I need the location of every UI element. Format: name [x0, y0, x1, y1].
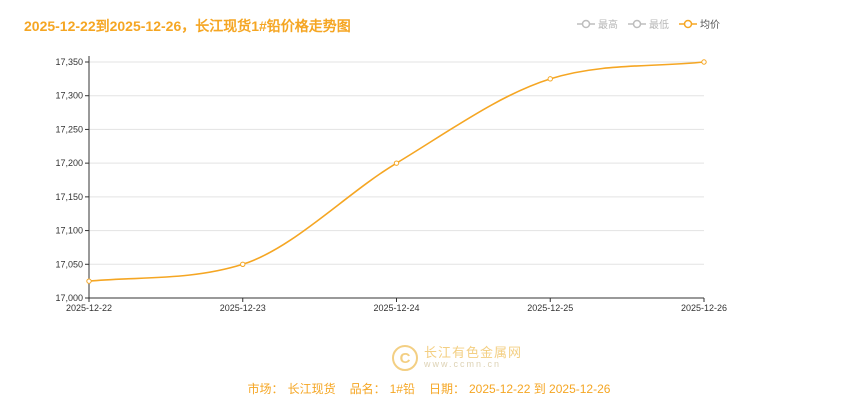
- x-tick-label: 2025-12-24: [373, 303, 419, 313]
- y-tick-label: 17,150: [55, 192, 83, 202]
- data-point: [547, 76, 553, 82]
- legend-marker-icon: [577, 19, 595, 28]
- data-point: [86, 278, 92, 284]
- series-line: [88, 61, 705, 282]
- watermark-name: 长江有色金属网: [424, 344, 523, 360]
- data-point: [701, 59, 707, 65]
- data-point: [240, 261, 246, 267]
- watermark: C 长江有色金属网 www.ccmn.cn: [392, 345, 522, 371]
- data-point: [393, 160, 400, 166]
- y-tick-label: 17,350: [55, 57, 83, 67]
- y-tick-label: 17,200: [55, 158, 83, 168]
- watermark-url: www.ccmn.cn: [424, 359, 502, 370]
- chart-footer: 市场： 长江现货 品名： 1#铅 日期： 2025-12-22 到 2025-12-2…: [0, 380, 858, 397]
- footer-product: 1#铅: [389, 382, 415, 396]
- chart-legend: 最高 最低 均价: [567, 16, 720, 31]
- y-tick-label: 17,050: [55, 259, 83, 269]
- legend-label: 最低: [649, 20, 669, 31]
- x-tick-label: 2025-12-25: [527, 303, 573, 313]
- watermark-logo-icon: C: [392, 345, 418, 371]
- footer-date-range: 2025-12-22 到 2025-12-26: [469, 382, 611, 396]
- legend-marker-icon: [679, 19, 697, 28]
- x-tick-label: 2025-12-26: [681, 303, 727, 313]
- footer-date-label: 日期：: [428, 382, 465, 396]
- y-tick-label: 17,250: [55, 124, 83, 134]
- legend-marker-icon: [628, 19, 646, 28]
- footer-product-label: 品名：: [349, 382, 386, 396]
- footer-market: 长江现货: [287, 382, 336, 396]
- x-tick-label: 2025-12-23: [220, 303, 266, 313]
- footer-market-label: 市场：: [247, 382, 284, 396]
- y-tick-label: 17,000: [55, 293, 83, 303]
- legend-item-average[interactable]: 均价: [679, 16, 720, 31]
- legend-item-low[interactable]: 最低: [628, 16, 669, 31]
- legend-label: 最高: [598, 20, 618, 31]
- chart-title: 2025-12-22到2025-12-26，长江现货1#铅价格走势图: [24, 18, 351, 34]
- x-tick-label: 2025-12-22: [66, 303, 112, 313]
- y-tick-label: 17,300: [55, 91, 83, 101]
- y-tick-label: 17,100: [55, 226, 83, 236]
- legend-label: 均价: [700, 20, 720, 31]
- legend-item-high[interactable]: 最高: [577, 16, 618, 31]
